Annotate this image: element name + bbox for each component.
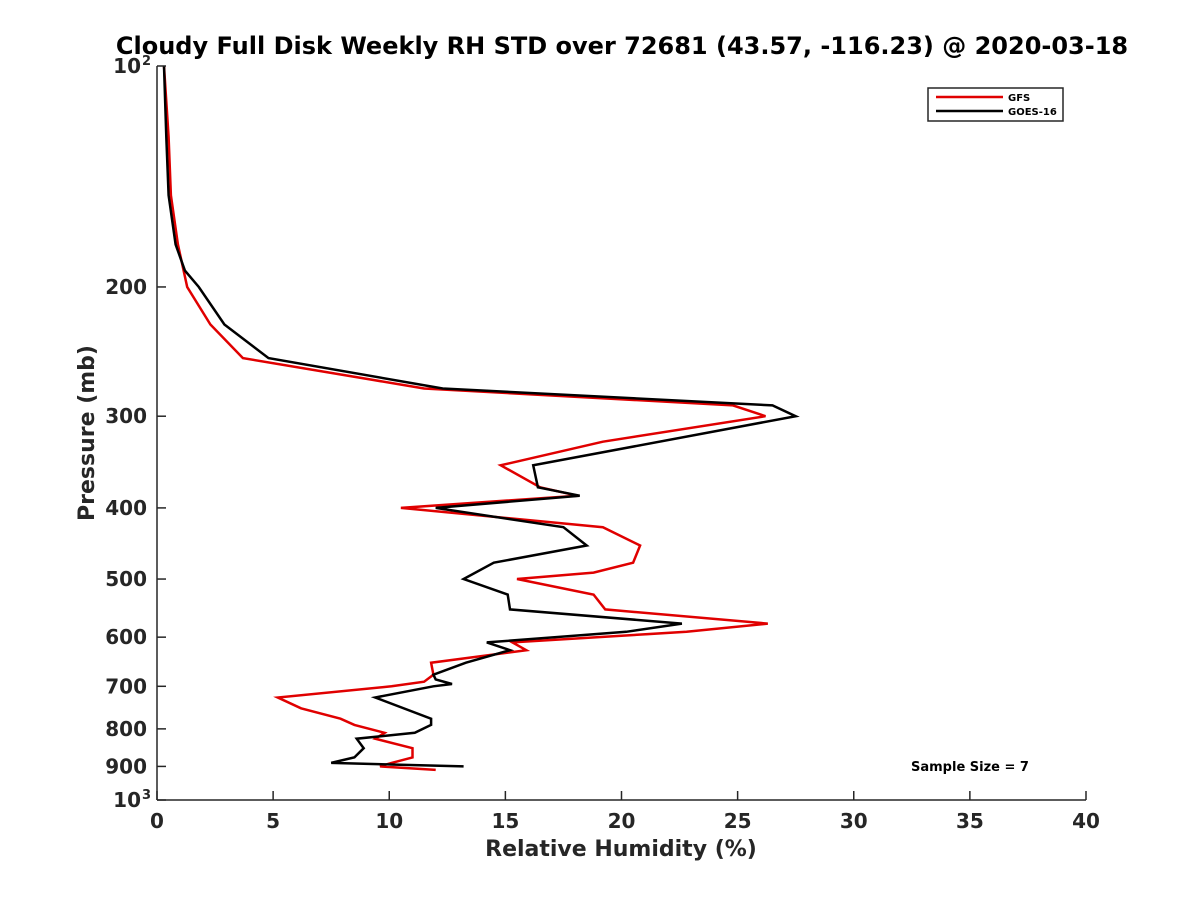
x-tick-label: 15 [491, 809, 519, 833]
y-tick-exponent: 3 [142, 788, 151, 803]
series-line-goes-16 [162, 65, 800, 768]
x-tick-label: 30 [840, 809, 868, 833]
y-axis-label: Pressure (mb) [75, 345, 100, 521]
legend-label-goes-16: GOES-16 [1008, 107, 1057, 118]
y-tick-label: 500 [105, 567, 147, 591]
x-tick-label: 5 [266, 809, 280, 833]
chart-title: Cloudy Full Disk Weekly RH STD over 7268… [116, 32, 1128, 60]
y-tick-label: 300 [105, 404, 147, 428]
x-tick-label: 0 [150, 809, 164, 833]
legend: GFS GOES-16 [927, 87, 1064, 122]
x-axis-label: Relative Humidity (%) [485, 837, 757, 862]
sample-size-annotation: Sample Size = 7 [911, 760, 1029, 775]
x-tick-label: 25 [724, 809, 752, 833]
y-tick-exponent: 2 [142, 54, 151, 69]
x-tick-label: 40 [1072, 809, 1100, 833]
series-line-gfs [162, 65, 768, 772]
y-tick-label: 600 [105, 625, 147, 649]
y-tick-label: 10 [113, 788, 141, 812]
y-tick-label: 400 [105, 496, 147, 520]
legend-label-gfs: GFS [1008, 93, 1030, 104]
y-tick-label: 10 [113, 54, 141, 78]
x-tick-label: 10 [375, 809, 403, 833]
y-tick-label: 900 [105, 754, 147, 778]
y-tick-label: 800 [105, 717, 147, 741]
y-tick-label: 200 [105, 275, 147, 299]
x-tick-label: 20 [608, 809, 636, 833]
y-tick-label: 700 [105, 674, 147, 698]
legend-box [927, 87, 1064, 122]
series-layer [162, 65, 800, 772]
x-tick-label: 35 [956, 809, 984, 833]
